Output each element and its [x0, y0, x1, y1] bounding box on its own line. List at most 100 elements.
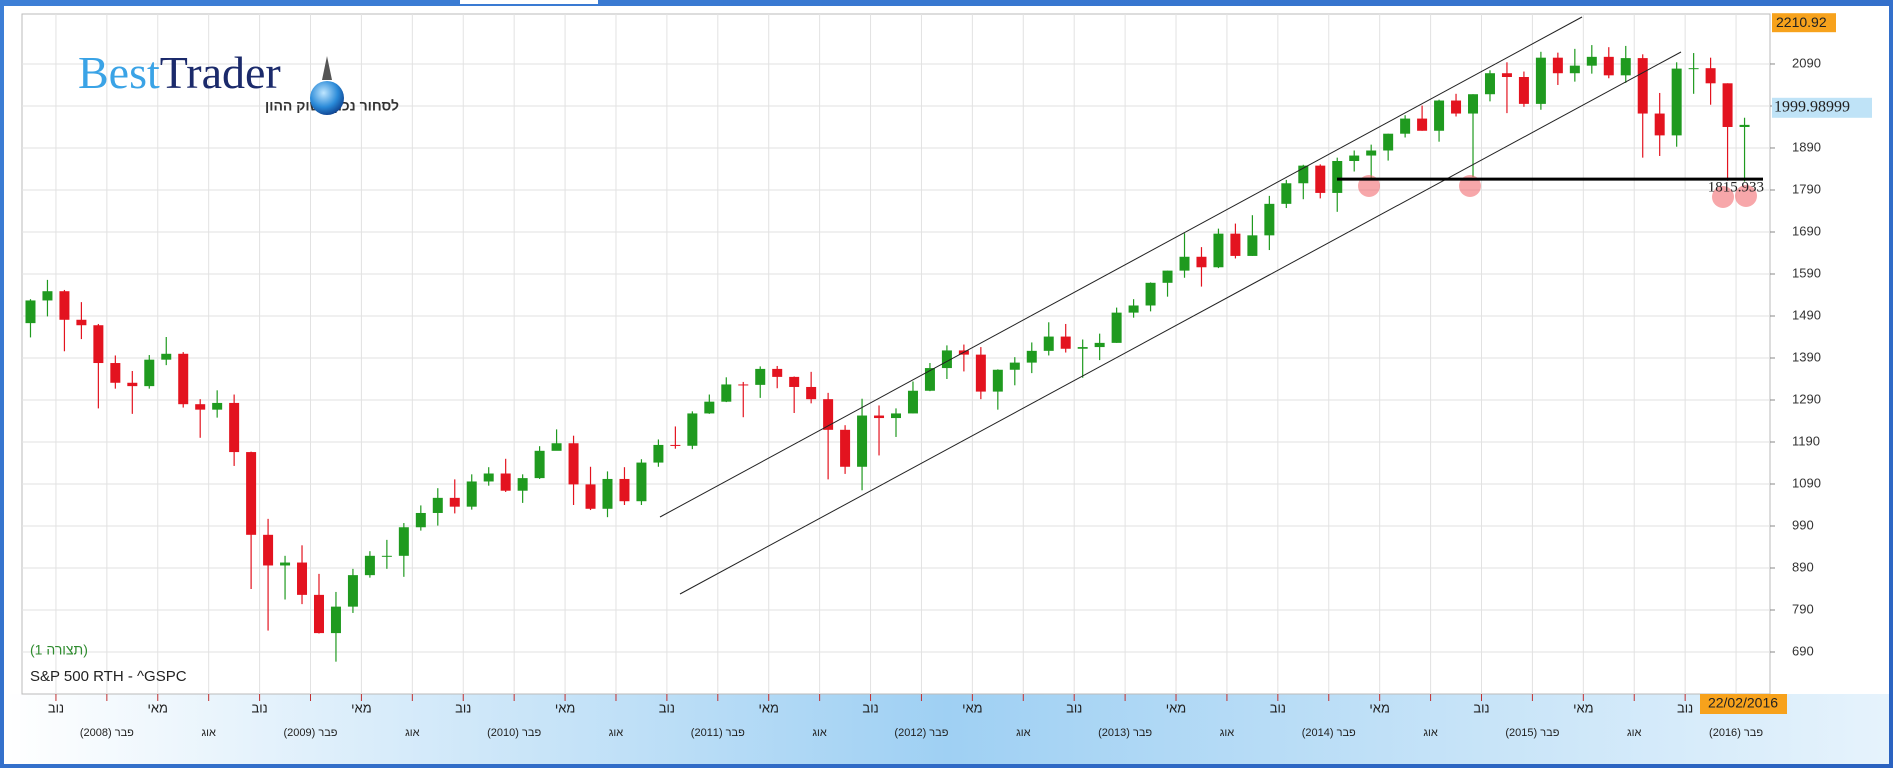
trend-line [679, 51, 1682, 595]
candle-body [704, 401, 715, 414]
y-tick-label: 1090 [1792, 475, 1821, 490]
symbol-label: S&P 500 RTH - ^GSPC [30, 668, 187, 685]
x-tick-label: מאי [1573, 700, 1593, 715]
y-tick-label: 1790 [1792, 181, 1821, 196]
logo-part: Trader [160, 47, 281, 98]
candle-body [924, 368, 935, 391]
candle-body [619, 478, 630, 502]
x-tick-label: אוג [1627, 727, 1642, 739]
candle-body [127, 382, 138, 387]
candle-body [263, 534, 274, 566]
candle-body [144, 359, 155, 387]
candle-body [568, 443, 579, 485]
candle-body [398, 527, 409, 556]
candle-body [42, 291, 53, 301]
candle-body [500, 473, 511, 491]
candle-body [1468, 94, 1479, 114]
x-tick-label: נוב [1270, 700, 1286, 715]
candle-body [1569, 65, 1580, 74]
candle-body [1026, 350, 1037, 363]
candle-body [823, 399, 834, 430]
candle-body [25, 300, 36, 324]
y-tick-label: 1490 [1792, 307, 1821, 322]
x-tick-label: פבר (2008) [80, 727, 134, 739]
candle-body [1688, 68, 1699, 70]
candle-body [738, 384, 749, 386]
candle-body [1128, 305, 1139, 313]
marker [1712, 186, 1734, 208]
x-tick-label: נוב [1066, 700, 1082, 715]
y-tick-label: 1890 [1792, 139, 1821, 154]
candle-body [1060, 336, 1071, 349]
candle-body [1213, 233, 1224, 268]
x-tick-label: נוב [1473, 700, 1489, 715]
candle-body [110, 363, 121, 383]
x-tick-label: אוג [812, 727, 827, 739]
last-date-label: 22/02/2016 [1708, 695, 1778, 711]
candle-body [1484, 73, 1495, 95]
candle-body [721, 384, 732, 402]
last-date-box [1700, 694, 1787, 714]
candle-body [585, 484, 596, 509]
candle-body [229, 402, 240, 453]
candle-body [636, 462, 647, 502]
candle-body [1535, 57, 1546, 104]
x-tick-label: מאי [1166, 700, 1186, 715]
x-tick-label: אוג [609, 727, 624, 739]
candle-body [907, 390, 918, 414]
x-tick-label: מאי [1369, 700, 1389, 715]
candle-body [415, 512, 426, 528]
candle-body [992, 369, 1003, 392]
x-tick-label: פבר (2014) [1302, 727, 1356, 739]
candle-body [280, 562, 291, 566]
candle-body [1434, 100, 1445, 131]
candle-body [1281, 183, 1292, 204]
high-label: 2210.92 [1776, 14, 1827, 30]
config-label: (תצורה 1) [30, 642, 88, 658]
candle-body [1722, 83, 1733, 127]
high-label-box [1772, 13, 1836, 33]
candle-body [432, 497, 443, 513]
candle-body [517, 478, 528, 491]
candles [25, 45, 1750, 662]
x-tick-label: אוג [1220, 727, 1235, 739]
candle-body [874, 415, 885, 419]
candle-body [161, 353, 172, 360]
x-tick-label: פבר (2012) [894, 727, 948, 739]
candle-body [840, 429, 851, 467]
candle-body [347, 575, 358, 607]
y-tick-label: 1390 [1792, 349, 1821, 364]
candle-body [1077, 347, 1088, 349]
y-tick-label: 2090 [1792, 55, 1821, 70]
x-tick-label: נוב [862, 700, 878, 715]
candle-body [1518, 77, 1529, 104]
y-tick-label: 1690 [1792, 223, 1821, 238]
candle-body [76, 319, 87, 326]
candle-body [1501, 73, 1512, 78]
candle-body [1637, 58, 1648, 114]
candle-body [975, 354, 986, 392]
x-tick-label: אוג [201, 727, 216, 739]
candle-body [364, 555, 375, 576]
tab [460, 0, 598, 4]
candle-body [1247, 235, 1258, 256]
candle-body [1586, 56, 1597, 66]
overlay: 1815.933 2210.92 1999.98999 22/02/2016 [1337, 13, 1872, 714]
candle-body [1451, 100, 1462, 114]
candle-body [1315, 165, 1326, 193]
candle-body [1332, 161, 1343, 193]
candle-body [653, 444, 664, 463]
x-tick-label: מאי [351, 700, 371, 715]
candle-body [857, 415, 868, 467]
last-price-box [1772, 97, 1872, 118]
candle-body [772, 368, 783, 377]
x-tick-label: פבר (2016) [1709, 727, 1763, 739]
candle-body [670, 444, 681, 446]
y-tick-label: 1290 [1792, 391, 1821, 406]
channel-lines [659, 16, 1682, 595]
x-tick-label: נוב [48, 700, 64, 715]
x-tick-label: מאי [962, 700, 982, 715]
candle-body [246, 452, 257, 535]
candle-body [1009, 362, 1020, 370]
x-tick-label: מאי [148, 700, 168, 715]
